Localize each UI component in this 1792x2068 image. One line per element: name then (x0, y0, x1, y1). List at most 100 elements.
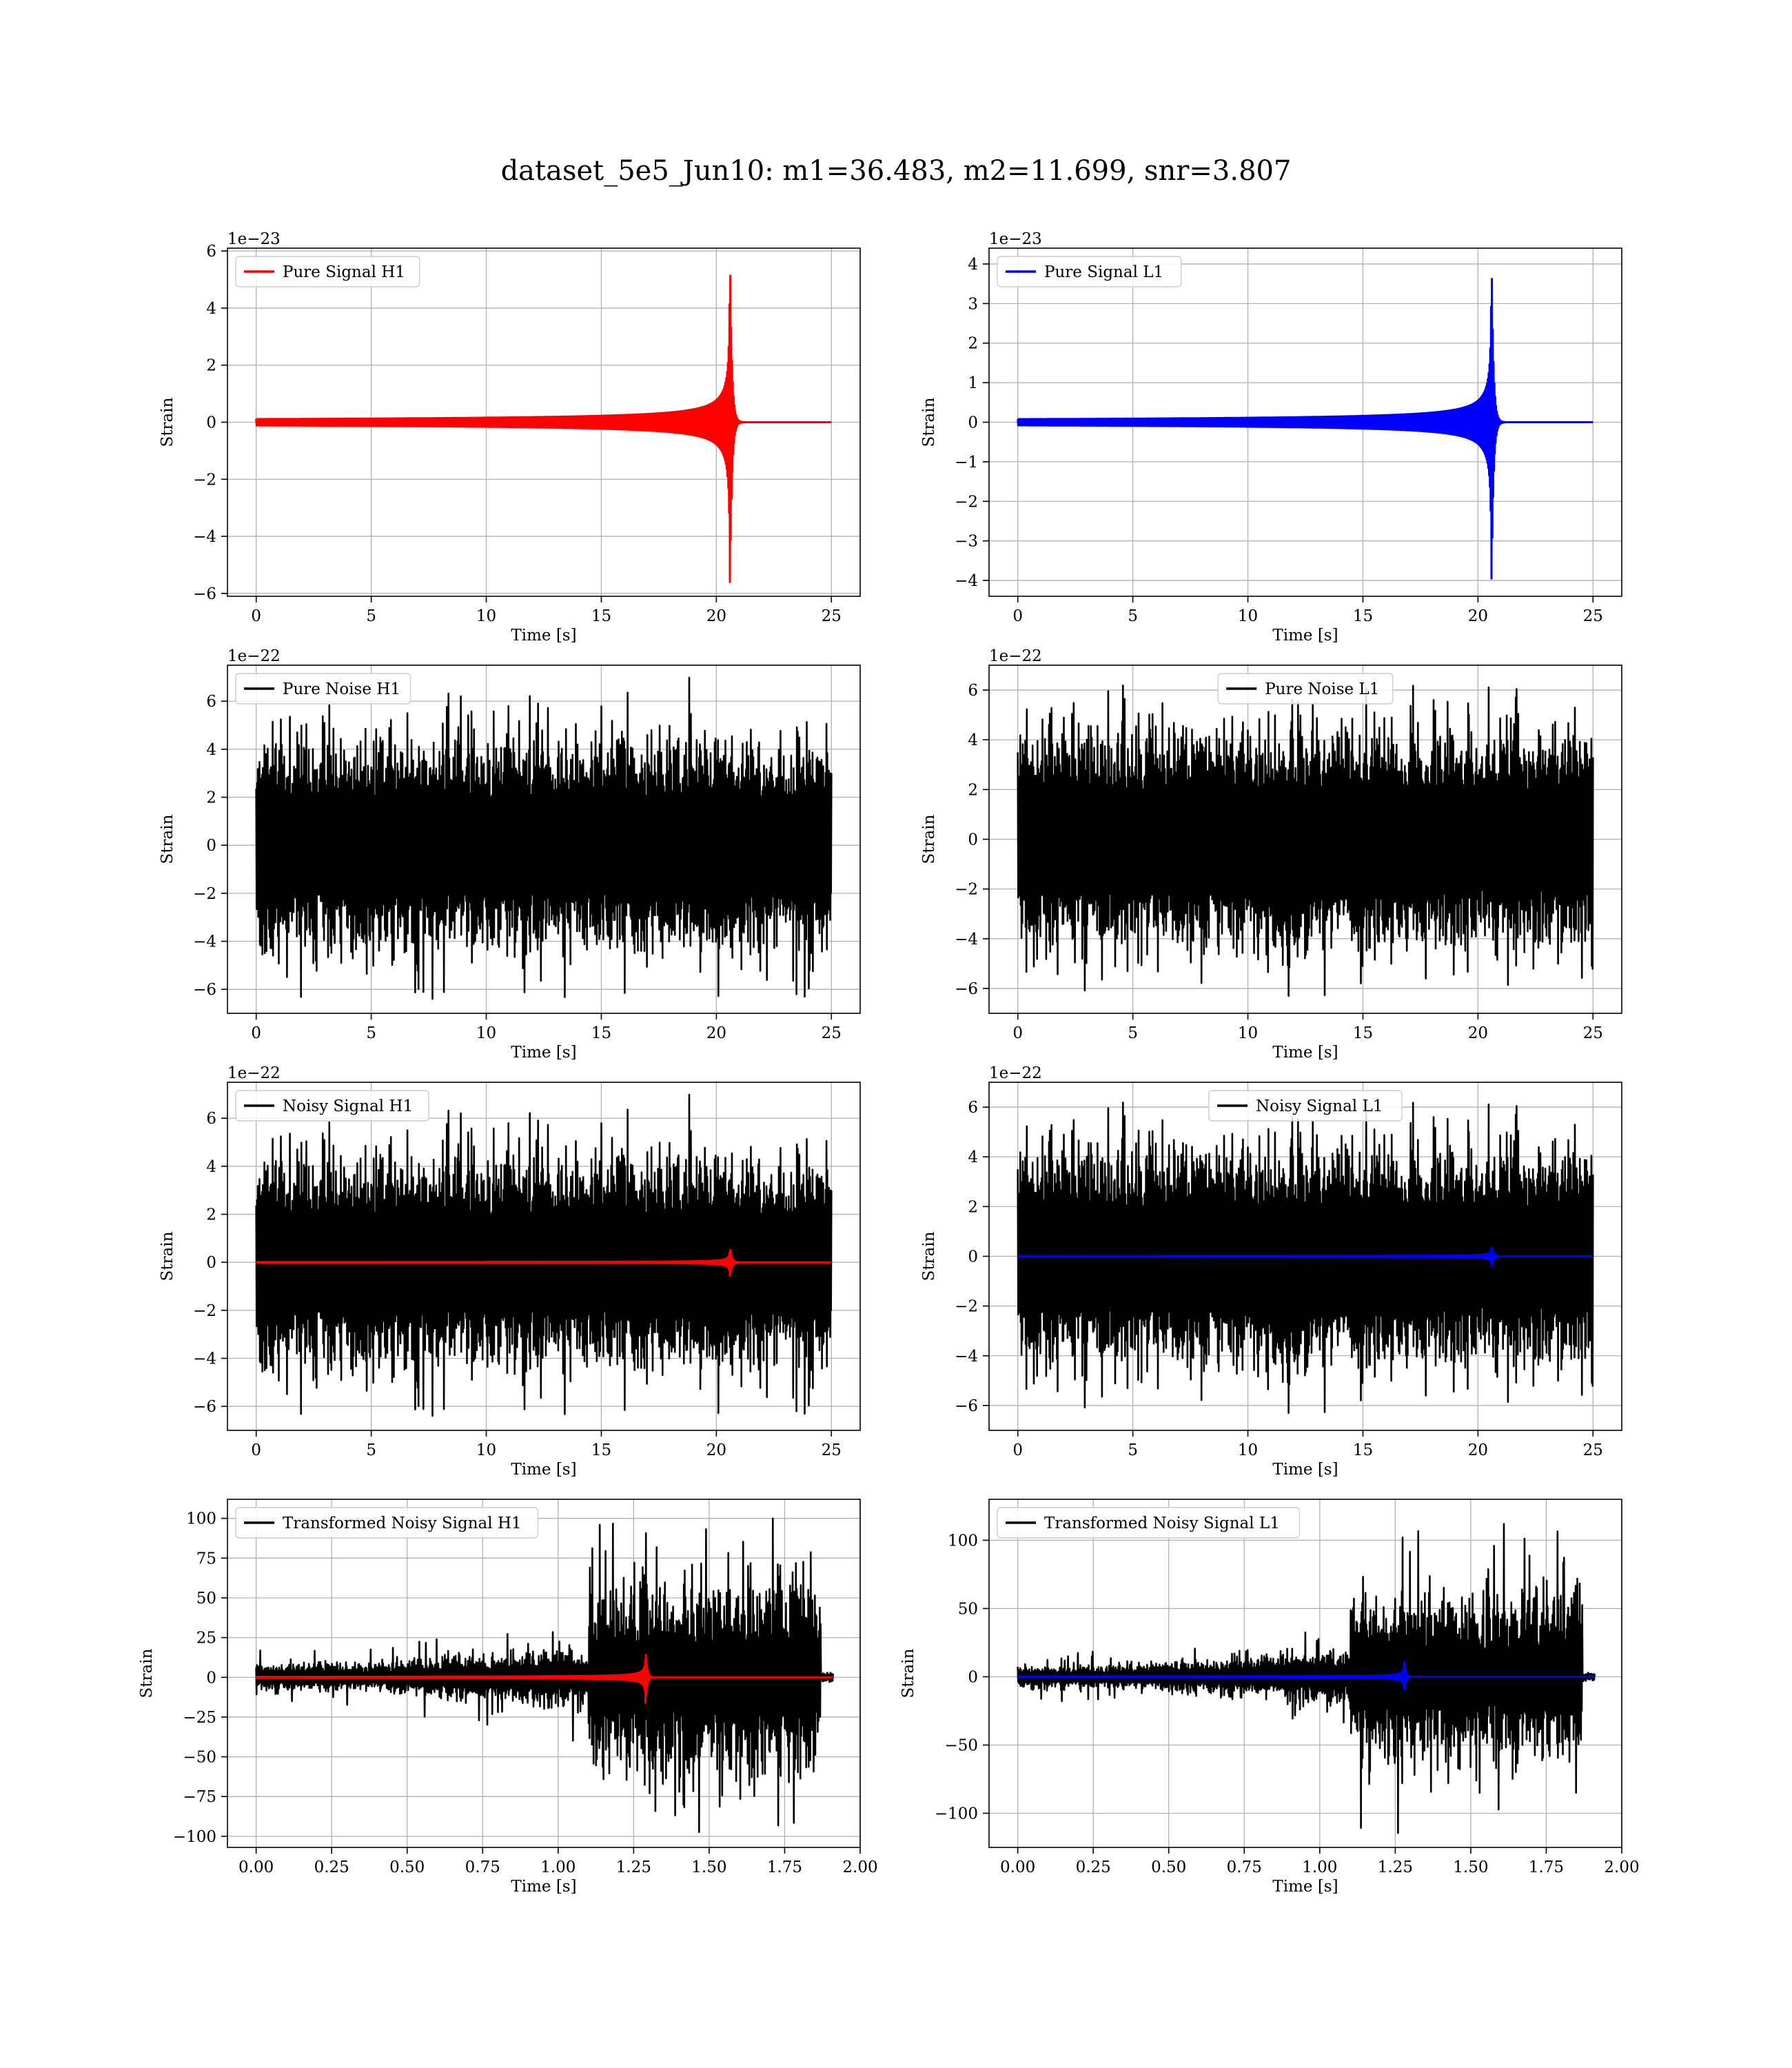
series-line-noise-0 (1017, 685, 1594, 997)
y-axis-label: Strain (138, 1648, 156, 1698)
figure-title: dataset_5e5_Jun10: m1=36.483, m2=11.699,… (500, 155, 1292, 187)
y-tick-label: −4 (193, 1350, 216, 1368)
x-tick-label: 25 (822, 1441, 842, 1459)
legend: Pure Signal L1 (997, 256, 1182, 287)
legend-label: Transformed Noisy Signal H1 (283, 1514, 522, 1532)
x-tick-label: 0.75 (465, 1858, 500, 1876)
x-tick-label: 15 (591, 1441, 611, 1459)
x-tick-label: 20 (706, 607, 726, 625)
y-tick-label: 4 (206, 741, 216, 759)
series-line-chirp-1 (255, 1654, 834, 1704)
x-tick-label: 1.25 (1378, 1858, 1413, 1876)
y-tick-label: −6 (955, 1397, 978, 1415)
x-tick-label: 25 (1583, 1441, 1603, 1459)
x-tick-label: 10 (476, 607, 496, 625)
x-tick-label: 5 (366, 1441, 376, 1459)
legend: Pure Signal H1 (235, 256, 420, 287)
series-line-chirp-1 (1017, 1661, 1596, 1690)
y-axis-label: Strain (159, 814, 176, 864)
y-tick-label: −2 (955, 881, 978, 899)
x-tick-label: 0 (251, 1441, 261, 1459)
x-tick-label: 0.25 (1076, 1858, 1111, 1876)
series-line-chirp-1 (255, 1248, 833, 1277)
y-axis-label: Strain (920, 1231, 938, 1281)
axis-offset-text: 1e−22 (227, 1064, 281, 1082)
y-tick-label: −2 (193, 471, 216, 489)
y-tick-label: 2 (968, 781, 978, 799)
chart-pure-noise-l1: 0 5 10 15 20 25 −6 −4 −2 0 2 4 6 Time [s] Strain 1e−22 P… (899, 645, 1727, 1065)
x-tick-label: 2.00 (1604, 1858, 1639, 1876)
y-tick-label: −4 (955, 931, 978, 949)
y-tick-label: −100 (173, 1828, 216, 1846)
y-tick-label: −6 (193, 1398, 216, 1416)
y-tick-label: 0 (206, 837, 216, 855)
x-tick-label: 0 (251, 607, 261, 625)
y-tick-label: −50 (183, 1749, 216, 1767)
x-tick-label: 0.00 (238, 1858, 274, 1876)
x-tick-label: 0 (251, 1024, 261, 1042)
y-tick-label: 6 (206, 243, 216, 261)
y-axis-label: Strain (159, 397, 176, 447)
x-tick-label: 2.00 (842, 1858, 877, 1876)
y-tick-label: −100 (935, 1805, 978, 1823)
series-line-whitened-0 (1017, 1523, 1596, 1834)
legend-label: Pure Signal L1 (1044, 263, 1163, 281)
x-tick-label: 15 (1353, 607, 1373, 625)
x-axis-label: Time [s] (1272, 1878, 1338, 1896)
x-tick-label: 15 (1353, 1024, 1373, 1042)
y-tick-label: 2 (968, 1198, 978, 1216)
y-tick-label: 1 (968, 374, 978, 392)
legend-label: Pure Noise L1 (1265, 680, 1379, 698)
chart-transformed-noisy-signal-l1: 0.00 0.25 0.50 0.75 1.00 1.25 1.50 1.75 2.00 −100… (899, 1479, 1727, 1899)
y-tick-label: −2 (193, 1302, 216, 1320)
y-tick-label: 4 (968, 731, 978, 749)
chart-noisy-signal-h1: 0 5 10 15 20 25 −6 −4 −2 0 2 4 6 Time [s] Strain 1e−22 N… (138, 1062, 965, 1482)
x-tick-label: 15 (591, 1024, 611, 1042)
x-tick-label: 1.25 (616, 1858, 651, 1876)
chart-svg: 0 5 10 15 20 25 −6 −4 −2 0 2 4 6 Time [s] Strain 1e−23P… (159, 230, 861, 645)
y-tick-label: −25 (183, 1709, 216, 1727)
y-tick-label: 0 (968, 1248, 978, 1266)
x-tick-label: 10 (1238, 1024, 1258, 1042)
y-tick-label: 2 (206, 789, 216, 807)
plot-frame (227, 665, 861, 1014)
series-line-noise-0 (255, 676, 833, 1000)
x-axis-label: Time [s] (511, 627, 576, 645)
y-tick-label: −4 (193, 933, 216, 951)
legend-label: Pure Noise H1 (283, 680, 400, 698)
y-tick-label: 6 (968, 682, 978, 700)
x-tick-label: 1.50 (1453, 1858, 1488, 1876)
x-axis-label: Time [s] (1272, 1044, 1338, 1062)
y-tick-label: 2 (968, 335, 978, 353)
y-tick-label: 4 (206, 300, 216, 318)
legend-label: Noisy Signal H1 (283, 1097, 413, 1115)
x-tick-label: 0.50 (1151, 1858, 1186, 1876)
chart-pure-signal-h1: 0 5 10 15 20 25 −6 −4 −2 0 2 4 6 Time [s] Strain 1e−23 P… (138, 227, 965, 648)
y-tick-label: 6 (968, 1099, 978, 1117)
series-line-noise-0 (255, 1093, 833, 1417)
x-tick-label: 5 (366, 607, 376, 625)
y-tick-label: −4 (955, 572, 978, 590)
x-tick-label: 20 (706, 1024, 726, 1042)
legend: Noisy Signal L1 (1208, 1090, 1403, 1122)
chart-svg: 0 5 10 15 20 25 −4 −3 −2 −1 0 1 2 3 4 Time [s] Strain 1e−… (920, 230, 1622, 645)
y-tick-label: 3 (968, 295, 978, 313)
y-tick-label: 0 (206, 414, 216, 432)
x-tick-label: 0.50 (389, 1858, 425, 1876)
y-tick-label: 50 (196, 1590, 216, 1608)
legend-label: Transformed Noisy Signal L1 (1044, 1514, 1280, 1532)
legend: Transformed Noisy Signal H1 (235, 1507, 539, 1539)
plot-frame (988, 1499, 1622, 1848)
axis-offset-text: 1e−23 (227, 230, 281, 248)
y-tick-label: 0 (968, 1668, 978, 1686)
legend: Pure Noise H1 (235, 673, 411, 704)
y-tick-label: −2 (955, 1298, 978, 1316)
chart-svg: 0.00 0.25 0.50 0.75 1.00 1.25 1.50 1.75 2.00 −100… (138, 1499, 878, 1896)
y-tick-label: 4 (206, 1158, 216, 1176)
chart-pure-signal-l1: 0 5 10 15 20 25 −4 −3 −2 −1 0 1 2 3 4 Time [s] Strain 1e−… (899, 227, 1727, 648)
series-line-noise-0 (1017, 1102, 1594, 1415)
x-tick-label: 5 (1128, 1024, 1138, 1042)
y-tick-label: 0 (968, 831, 978, 849)
